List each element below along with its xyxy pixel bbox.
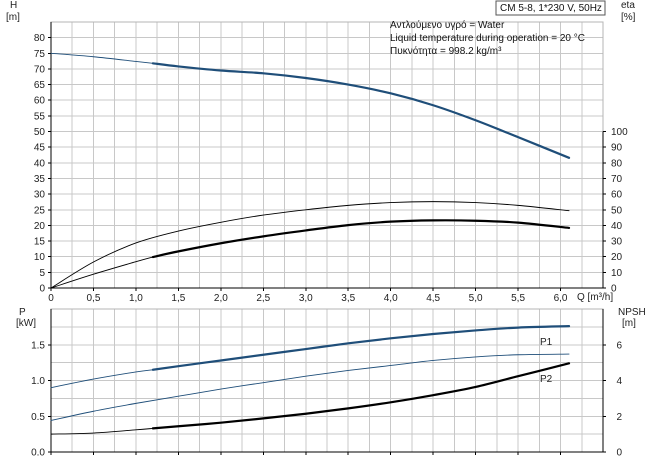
top-series-3 xyxy=(50,256,154,289)
tick-label-q: 0 xyxy=(48,293,54,304)
series-label-p2: P2 xyxy=(540,374,553,385)
bottom-panel-tick-labels: 0.0 0.5 1.0 1.5 0 2 4 6 xyxy=(31,340,622,458)
tick-label-q: 5,5 xyxy=(511,293,525,304)
top-series-1 xyxy=(151,62,571,159)
top-series-4 xyxy=(151,219,571,259)
tick-label-q: 2,5 xyxy=(256,293,270,304)
top-y-right-label: eta xyxy=(621,0,635,11)
tick-label-h: 25 xyxy=(34,205,46,216)
tick-label-eta: 0 xyxy=(611,284,617,295)
tick-label-q: 4,0 xyxy=(384,293,398,304)
tick-label-eta: 40 xyxy=(611,221,623,232)
tick-label-eta: 100 xyxy=(611,127,628,138)
tick-label-npsh: 6 xyxy=(616,340,622,351)
tick-label-eta: 30 xyxy=(611,237,623,248)
tick-label-q: 1,0 xyxy=(129,293,143,304)
tick-label-h: 45 xyxy=(34,143,46,154)
tick-label-eta: 80 xyxy=(611,158,623,169)
tick-label-h: 50 xyxy=(34,127,46,138)
tick-label-h: 60 xyxy=(34,96,46,107)
tick-label-eta: 70 xyxy=(611,174,623,185)
bottom-series-3 xyxy=(50,427,154,435)
tick-label-h: 15 xyxy=(34,237,46,248)
tick-label-h: 80 xyxy=(34,33,46,44)
tick-label-h: 0 xyxy=(39,284,45,295)
title-box xyxy=(495,0,606,16)
info-line-fluid: Αντλούμενο υγρό = Water xyxy=(390,19,505,31)
tick-label-h: 20 xyxy=(34,221,46,232)
series-label-p1: P1 xyxy=(540,337,553,348)
tick-label-q: 3,0 xyxy=(299,293,313,304)
top-y-left-unit: [m] xyxy=(6,12,20,23)
top-y-left-label: H xyxy=(10,0,17,11)
tick-label-npsh: 2 xyxy=(616,412,622,423)
tick-label-h: 30 xyxy=(34,190,46,201)
bottom-series-4 xyxy=(151,362,571,430)
info-line-temperature: Liquid temperature during operation = 20… xyxy=(390,33,585,44)
tick-label-p: 0.5 xyxy=(31,412,45,423)
top-panel-grid xyxy=(51,22,603,288)
top-y-right-unit: [%] xyxy=(621,12,636,23)
tick-label-h: 35 xyxy=(34,174,46,185)
tick-label-q: 0,5 xyxy=(87,293,101,304)
bottom-y-left-unit: [kW] xyxy=(16,318,36,329)
top-series-0 xyxy=(50,52,154,64)
top-panel-tick-labels: 0 5 10 15 20 25 30 35 40 45 50 55 60 65 70 75 80 0 0,5 1,0 1… xyxy=(34,33,628,304)
x-axis-unit: Q [m³/h] xyxy=(577,292,613,303)
bottom-series-1 xyxy=(151,325,571,371)
tick-label-q: 2,0 xyxy=(214,293,228,304)
info-line-density: Πυκνότητα = 998.2 kg/m³ xyxy=(390,45,502,57)
tick-label-p: 0.0 xyxy=(31,448,45,459)
tick-label-h: 65 xyxy=(34,80,46,91)
tick-label-p: 1.0 xyxy=(31,376,45,387)
bottom-series-0 xyxy=(50,369,154,389)
top-panel-curves xyxy=(50,52,571,289)
tick-label-eta: 10 xyxy=(611,268,623,279)
tick-label-q: 3,5 xyxy=(341,293,355,304)
tick-label-q: 5,0 xyxy=(469,293,483,304)
tick-label-h: 40 xyxy=(34,158,46,169)
tick-label-eta: 50 xyxy=(611,205,623,216)
tick-label-q: 1,5 xyxy=(171,293,185,304)
bottom-y-right-label: NPSH xyxy=(618,307,646,318)
tick-label-q: 4,5 xyxy=(426,293,440,304)
chart-title: CM 5-8, 1*230 V, 50Hz xyxy=(500,3,602,14)
bottom-panel-curves xyxy=(50,325,571,435)
tick-label-h: 70 xyxy=(34,64,46,75)
tick-label-npsh: 0 xyxy=(616,448,622,459)
top-series-2 xyxy=(50,201,570,289)
tick-label-q: 6,0 xyxy=(554,293,568,304)
tick-label-h: 5 xyxy=(39,268,45,279)
tick-label-h: 10 xyxy=(34,252,46,263)
tick-label-npsh: 4 xyxy=(616,376,622,387)
bottom-y-right-unit: [m] xyxy=(622,318,636,329)
tick-label-eta: 90 xyxy=(611,143,623,154)
tick-label-h: 75 xyxy=(34,49,46,60)
tick-label-eta: 20 xyxy=(611,252,623,263)
bottom-y-left-label: P xyxy=(19,307,26,318)
tick-label-h: 55 xyxy=(34,111,46,122)
bottom-series-2 xyxy=(50,353,570,421)
bottom-panel-grid xyxy=(51,309,603,452)
tick-label-p: 1.5 xyxy=(31,340,45,351)
tick-label-eta: 60 xyxy=(611,190,623,201)
